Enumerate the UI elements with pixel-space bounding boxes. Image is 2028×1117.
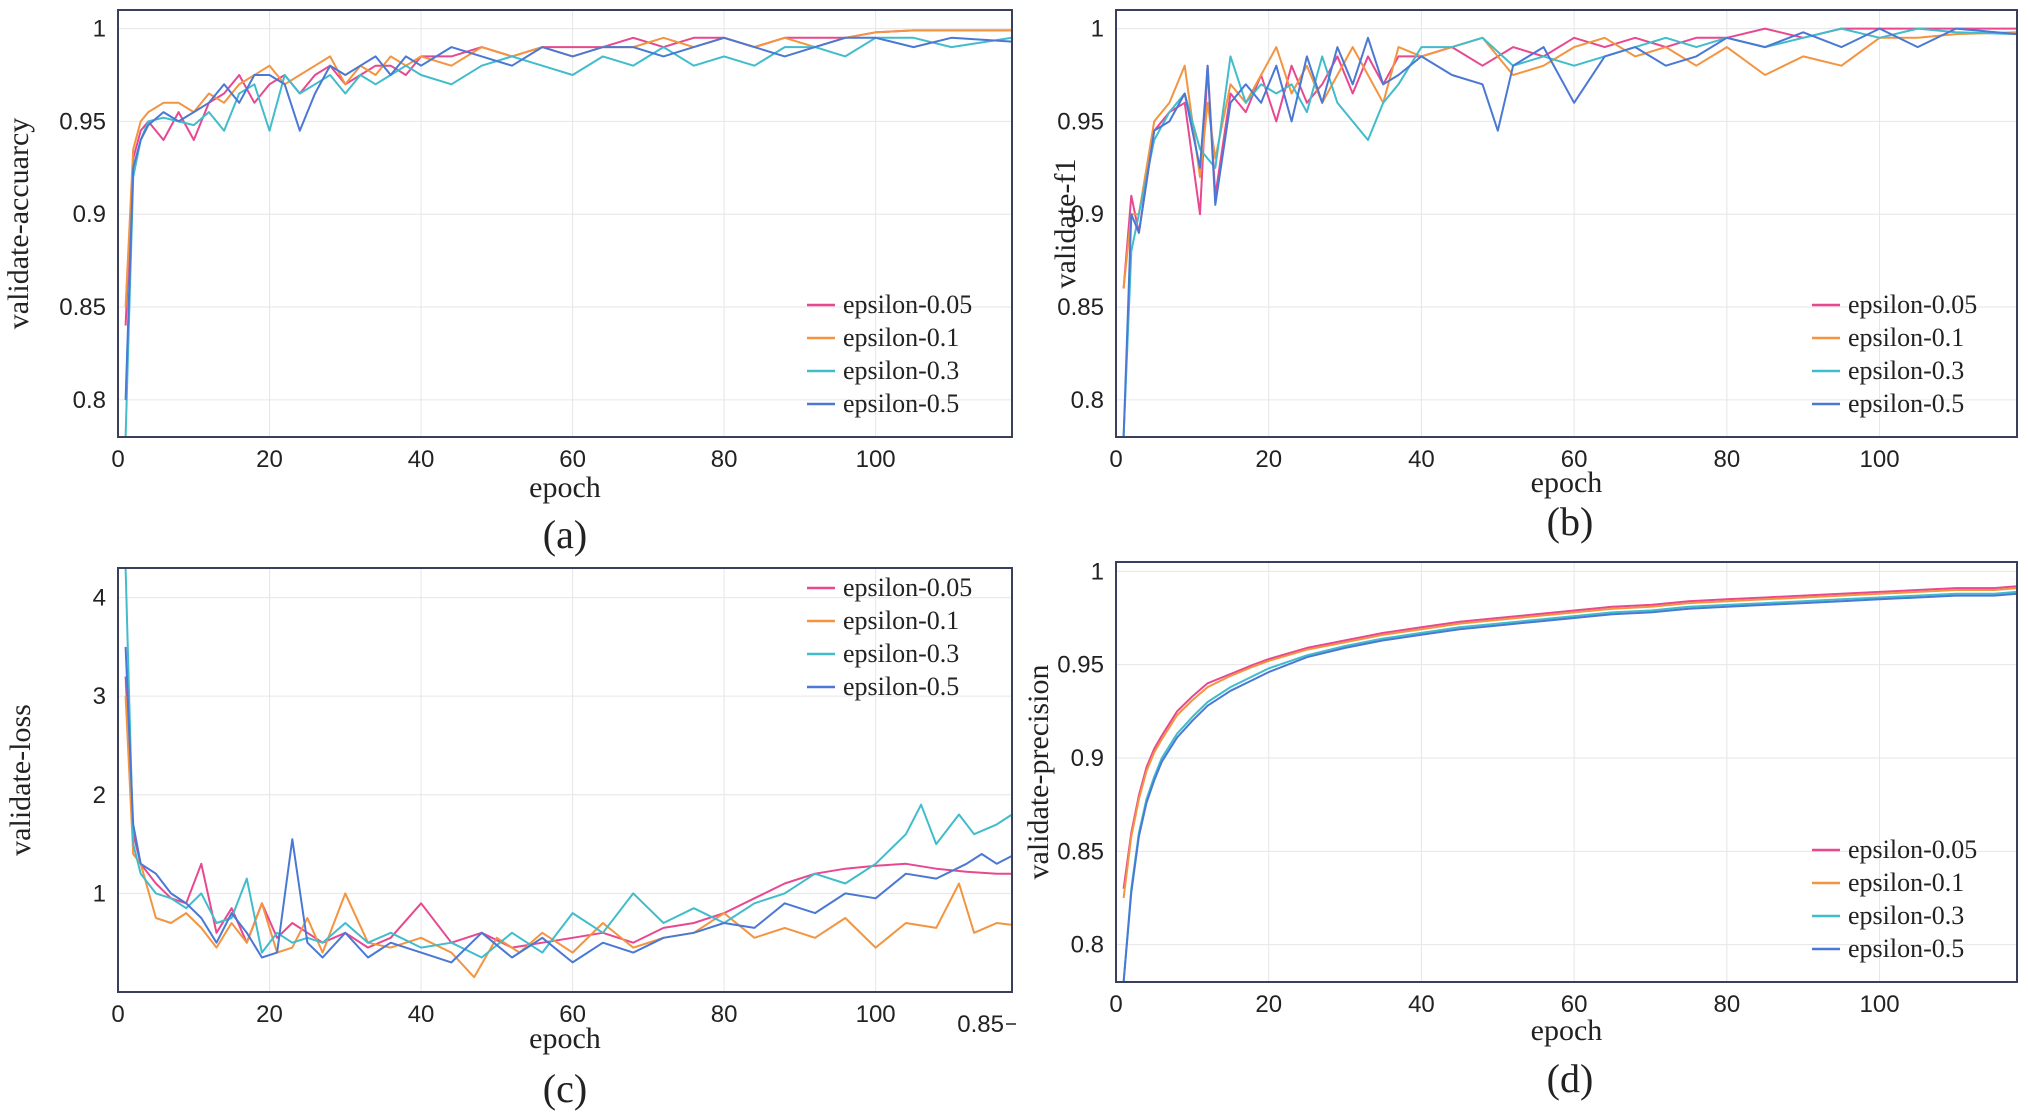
series-line-epsilon-0.3 xyxy=(124,567,1013,959)
legend-label: epsilon-0.5 xyxy=(843,672,959,701)
series-line-epsilon-0.1 xyxy=(1122,31,2018,289)
legend-label: epsilon-0.1 xyxy=(843,323,959,352)
x-axis-label: epoch xyxy=(1531,1014,1603,1047)
series-line-epsilon-0.5 xyxy=(124,36,1013,400)
y-tick-label: 1 xyxy=(93,880,106,907)
y-tick-label: 0.95 xyxy=(1057,652,1104,679)
x-tick-label: 80 xyxy=(1713,446,1740,473)
series-line-epsilon-0.3 xyxy=(124,36,1013,438)
series-line-epsilon-0.3 xyxy=(1122,590,2018,983)
series-line-epsilon-0.1 xyxy=(1122,587,2018,899)
x-tick-label: 80 xyxy=(1713,991,1740,1018)
y-axis-label: validate-precision xyxy=(1022,665,1055,880)
y-tick-label: 0.8 xyxy=(1071,387,1104,414)
plot-frame xyxy=(117,567,1013,993)
x-tick-label: 20 xyxy=(1255,446,1282,473)
y-tick-label: 4 xyxy=(93,585,106,612)
y-tick-label: 1 xyxy=(1091,558,1104,585)
x-tick-label: 0 xyxy=(111,1001,124,1028)
x-tick-label: 40 xyxy=(1408,991,1435,1018)
y-tick-label: 0.85 xyxy=(59,294,106,321)
x-tick-label: 60 xyxy=(1561,991,1588,1018)
corner-tick-label: 0.85 xyxy=(957,1011,1004,1038)
panel-caption: (a) xyxy=(543,512,587,557)
x-tick-label: 80 xyxy=(711,446,738,473)
panel-caption: (c) xyxy=(543,1066,587,1111)
series-line-epsilon-0.5 xyxy=(1122,27,2018,438)
x-tick-label: 100 xyxy=(856,1001,896,1028)
x-tick-label: 80 xyxy=(711,1001,738,1028)
chart-panel-c: 0 20 40 60 80 100 1 2 3 4 0.85 epoch validate-loss ep… xyxy=(4,567,1016,1111)
legend-label: epsilon-0.3 xyxy=(1848,356,1964,385)
panel-caption: (b) xyxy=(1547,499,1594,544)
y-tick-label: 0.9 xyxy=(1071,201,1104,228)
chart-panel-d: 0 20 40 60 80 100 0.8 0.85 0.9 0.95 1 epoch validate… xyxy=(1022,558,2018,1101)
y-axis-label: validate-accuarcy xyxy=(2,118,35,330)
legend: epsilon-0.05 epsilon-0.1 epsilon-0.3 epsilo… xyxy=(1812,290,1977,418)
legend-label: epsilon-0.3 xyxy=(843,639,959,668)
x-axis-label: epoch xyxy=(529,1022,601,1055)
chart-panel-a: 0 20 40 60 80 100 0.8 0.85 0.9 0.95 1 epoch validate… xyxy=(2,9,1013,557)
x-axis-label: epoch xyxy=(1531,466,1603,499)
x-tick-label: 0 xyxy=(111,446,124,473)
legend: epsilon-0.05 epsilon-0.1 epsilon-0.3 epsilo… xyxy=(1812,835,1977,963)
y-tick-label: 0.85 xyxy=(1057,294,1104,321)
y-tick-label: 0.9 xyxy=(73,201,106,228)
x-axis-label: epoch xyxy=(529,471,601,504)
x-tick-label: 60 xyxy=(559,446,586,473)
series-line-epsilon-0.5 xyxy=(124,646,1013,964)
series-line-epsilon-0.05 xyxy=(124,676,1012,949)
legend-label: epsilon-0.5 xyxy=(1848,934,1964,963)
y-tick-label: 0.95 xyxy=(1057,108,1104,135)
legend-label: epsilon-0.1 xyxy=(843,606,959,635)
chart-panel-b: 0 20 40 60 80 100 0.8 0.85 0.9 0.95 1 epoch validate… xyxy=(1049,9,2018,544)
series-line-epsilon-0.05 xyxy=(1122,585,2018,889)
legend-label: epsilon-0.05 xyxy=(1848,290,1977,319)
x-tick-label: 40 xyxy=(1408,446,1435,473)
y-tick-label: 1 xyxy=(93,16,106,43)
x-tick-label: 20 xyxy=(256,1001,283,1028)
x-tick-label: 40 xyxy=(408,446,435,473)
x-tick-label: 0 xyxy=(1109,991,1122,1018)
series-line-epsilon-0.1 xyxy=(124,696,1013,979)
legend-label: epsilon-0.1 xyxy=(1848,323,1964,352)
x-tick-label: 0 xyxy=(1109,446,1122,473)
x-tick-label: 60 xyxy=(559,1001,586,1028)
legend-label: epsilon-0.3 xyxy=(843,356,959,385)
plot-frame xyxy=(1115,9,2018,438)
legend: epsilon-0.05 epsilon-0.1 epsilon-0.3 epsilo… xyxy=(807,573,972,701)
y-tick-label: 0.8 xyxy=(73,387,106,414)
y-axis-label: validate-f1 xyxy=(1049,159,1082,289)
plot-frame xyxy=(117,9,1013,438)
y-tick-label: 1 xyxy=(1091,16,1104,43)
y-axis-label: validate-loss xyxy=(4,704,37,856)
x-tick-label: 100 xyxy=(856,446,896,473)
y-tick-label: 0.85 xyxy=(1057,838,1104,865)
panel-caption: (d) xyxy=(1547,1056,1594,1101)
series-line-epsilon-0.1 xyxy=(124,29,1012,308)
legend-label: epsilon-0.05 xyxy=(843,573,972,602)
series-line-epsilon-0.05 xyxy=(1122,27,2017,289)
legend-label: epsilon-0.05 xyxy=(843,290,972,319)
y-tick-label: 3 xyxy=(93,683,106,710)
series-line-epsilon-0.5 xyxy=(1122,592,2018,983)
legend-label: epsilon-0.3 xyxy=(1848,901,1964,930)
y-tick-label: 0.8 xyxy=(1071,932,1104,959)
x-tick-label: 100 xyxy=(1860,446,1900,473)
legend-label: epsilon-0.1 xyxy=(1848,868,1964,897)
y-tick-label: 2 xyxy=(93,782,106,809)
legend-label: epsilon-0.5 xyxy=(1848,389,1964,418)
plot-frame xyxy=(1115,561,2018,983)
y-tick-label: 0.95 xyxy=(59,108,106,135)
x-tick-label: 20 xyxy=(256,446,283,473)
x-tick-label: 40 xyxy=(408,1001,435,1028)
x-tick-label: 20 xyxy=(1255,991,1282,1018)
y-tick-label: 0.9 xyxy=(1071,745,1104,772)
legend-label: epsilon-0.5 xyxy=(843,389,959,418)
x-tick-label: 100 xyxy=(1860,991,1900,1018)
x-tick-label: 60 xyxy=(1561,446,1588,473)
legend: epsilon-0.05 epsilon-0.1 epsilon-0.3 epsilo… xyxy=(807,290,972,418)
legend-label: epsilon-0.05 xyxy=(1848,835,1977,864)
